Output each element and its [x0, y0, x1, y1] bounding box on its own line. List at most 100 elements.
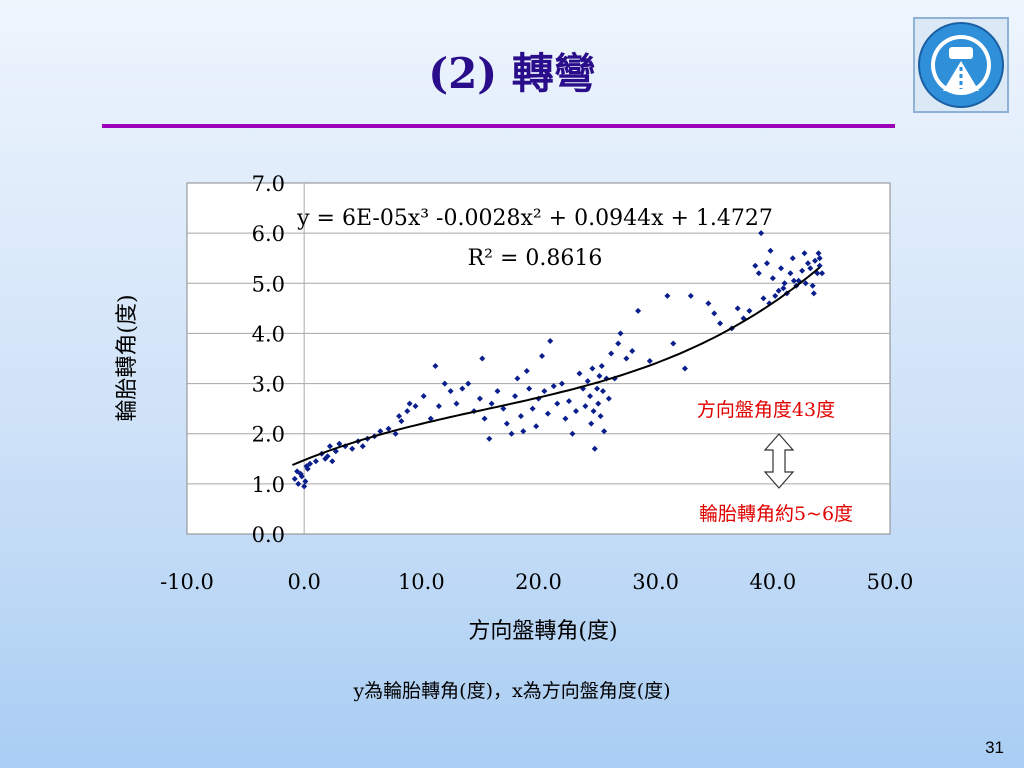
data-point	[615, 340, 622, 347]
data-point	[291, 475, 298, 482]
data-point	[427, 415, 434, 422]
y-tick-label: 0.0	[252, 523, 285, 547]
data-point	[767, 247, 774, 254]
data-point	[617, 330, 624, 337]
data-point	[801, 250, 808, 257]
data-point	[302, 478, 309, 485]
data-point	[589, 365, 596, 372]
x-tick-label: 0.0	[287, 570, 320, 594]
trendline	[292, 266, 821, 466]
y-tick-label: 3.0	[252, 373, 285, 397]
y-tick-label: 6.0	[252, 222, 285, 246]
data-point	[476, 395, 483, 402]
data-point	[804, 260, 811, 267]
data-point	[377, 428, 384, 435]
data-point	[406, 400, 413, 407]
data-point	[807, 265, 814, 272]
data-point	[587, 393, 594, 400]
x-tick-label: 50.0	[867, 570, 914, 594]
data-point	[503, 420, 510, 427]
data-point	[517, 413, 524, 420]
x-tick-label: 30.0	[632, 570, 679, 594]
y-tick-label: 4.0	[252, 322, 285, 346]
data-point	[681, 365, 688, 372]
data-point	[432, 363, 439, 370]
title-divider	[102, 124, 895, 128]
data-point	[664, 292, 671, 299]
annotation-steering-angle: 方向盤角度43度	[697, 399, 835, 421]
data-point	[326, 443, 333, 450]
data-point	[812, 257, 819, 264]
x-axis-label: 方向盤轉角(度)	[468, 619, 617, 644]
data-point	[550, 383, 557, 390]
slide-caption: y為輪胎轉角(度)，x為方向盤角度(度)	[353, 680, 671, 702]
data-point	[529, 405, 536, 412]
data-point	[541, 388, 548, 395]
data-point	[746, 307, 753, 314]
x-tick-label: 10.0	[398, 570, 445, 594]
vehicle-center-seal-icon	[913, 17, 1009, 113]
data-point	[590, 408, 597, 415]
data-point	[635, 307, 642, 314]
data-point	[404, 408, 411, 415]
data-point	[312, 458, 319, 465]
data-point	[734, 305, 741, 312]
data-point	[298, 473, 305, 480]
data-point	[447, 388, 454, 395]
data-point	[576, 370, 583, 377]
data-point	[512, 393, 519, 400]
data-point	[772, 292, 779, 299]
y-tick-label: 7.0	[252, 172, 285, 196]
data-point	[790, 277, 797, 284]
data-point	[539, 352, 546, 359]
data-point	[594, 385, 601, 392]
data-point	[533, 423, 540, 430]
data-point	[711, 310, 718, 317]
data-point	[479, 355, 486, 362]
data-point	[385, 425, 392, 432]
data-point	[486, 435, 493, 442]
data-point	[359, 443, 366, 450]
data-point	[598, 363, 605, 370]
data-point	[778, 265, 785, 272]
data-point	[488, 400, 495, 407]
data-point	[596, 373, 603, 380]
data-point	[459, 385, 466, 392]
data-point	[597, 413, 604, 420]
data-point	[775, 287, 782, 294]
data-point	[349, 445, 356, 452]
x-tick-label: 40.0	[749, 570, 796, 594]
data-point	[646, 358, 653, 365]
data-point	[599, 388, 606, 395]
data-point	[508, 430, 515, 437]
data-point	[329, 458, 336, 465]
data-point	[760, 295, 767, 302]
data-point	[420, 393, 427, 400]
data-point	[582, 403, 589, 410]
data-point	[544, 410, 551, 417]
data-point	[758, 230, 765, 237]
trendline-equation: y = 6E-05x³ -0.0028x² + 0.0944x + 1.4727	[296, 206, 773, 231]
data-point	[787, 270, 794, 277]
data-point	[392, 430, 399, 437]
data-point	[810, 290, 817, 297]
double-arrow-icon	[763, 433, 795, 489]
annotation-tire-angle: 輪胎轉角約5~6度	[699, 503, 853, 525]
data-point	[755, 270, 762, 277]
data-point	[809, 282, 816, 289]
data-point	[322, 455, 329, 462]
data-point	[441, 380, 448, 387]
y-axis-label: 輪胎轉角(度)	[115, 294, 140, 421]
data-point	[500, 405, 507, 412]
data-point	[294, 468, 301, 475]
data-point	[520, 428, 527, 435]
data-point	[687, 292, 694, 299]
data-point	[547, 337, 554, 344]
data-point	[301, 483, 308, 490]
data-point	[435, 403, 442, 410]
data-point	[591, 445, 598, 452]
data-point	[307, 460, 314, 467]
data-point	[565, 398, 572, 405]
data-point	[465, 380, 472, 387]
